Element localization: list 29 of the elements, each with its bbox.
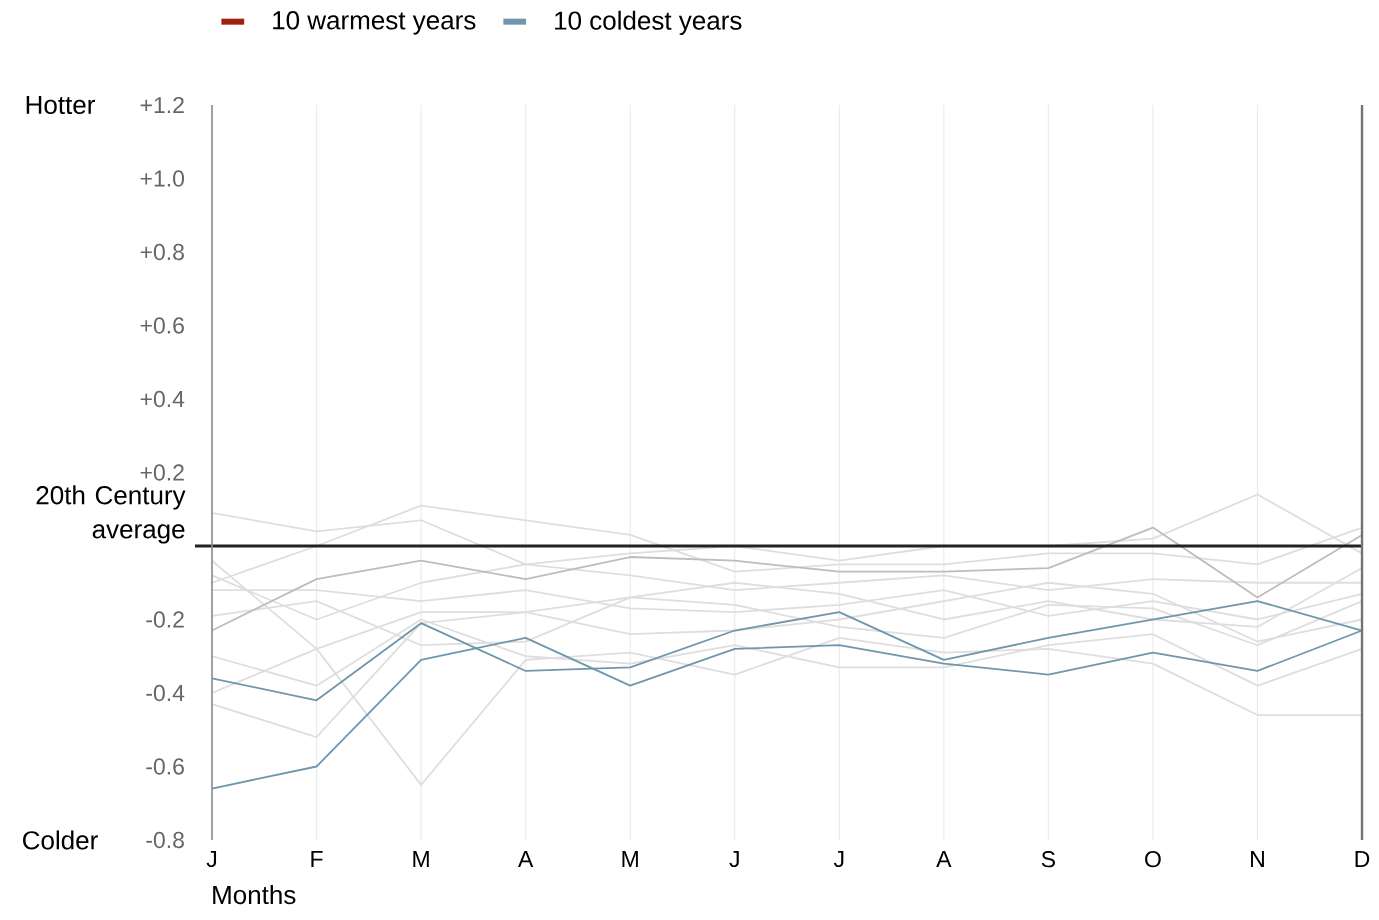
legend-label: 10 coldest years xyxy=(555,10,742,35)
y-tick-label: +0.8 xyxy=(140,243,184,261)
y-tick-label: +0.6 xyxy=(140,317,184,334)
y-tick-label: +0.2 xyxy=(140,464,184,481)
x-tick-label: A xyxy=(518,851,534,867)
x-axis-title: Months xyxy=(213,885,296,905)
text: Colder xyxy=(23,830,98,850)
y-tick-label: -0.2 xyxy=(146,611,184,628)
y-tick-label: -0.4 xyxy=(146,684,185,702)
line-series xyxy=(211,526,1363,632)
x-tick-label: O xyxy=(1145,851,1161,868)
x-tick-label: M xyxy=(413,851,429,867)
x-tick-label: N xyxy=(1251,851,1264,867)
ref-line-label: 20th Century average xyxy=(36,485,186,544)
x-tick-label: D xyxy=(1355,851,1370,867)
x-tick-label: F xyxy=(311,851,323,867)
x-tick-label: M xyxy=(622,851,638,867)
text: Hotter xyxy=(26,95,95,115)
x-tick-label: S xyxy=(1041,851,1055,868)
y-tick-label: -0.8 xyxy=(146,831,184,849)
y-tick-label: +1.0 xyxy=(140,170,185,187)
y-tick-label: -0.6 xyxy=(146,758,184,775)
legend-label: 10 warmest years xyxy=(273,11,476,35)
x-tick-label: A xyxy=(936,851,952,867)
y-tick-label: +0.4 xyxy=(140,390,185,408)
x-tick-label: J xyxy=(833,851,844,868)
x-tick-label: J xyxy=(206,851,217,868)
y-tick-label: +1.2 xyxy=(140,96,184,114)
x-tick-label: J xyxy=(729,851,739,868)
